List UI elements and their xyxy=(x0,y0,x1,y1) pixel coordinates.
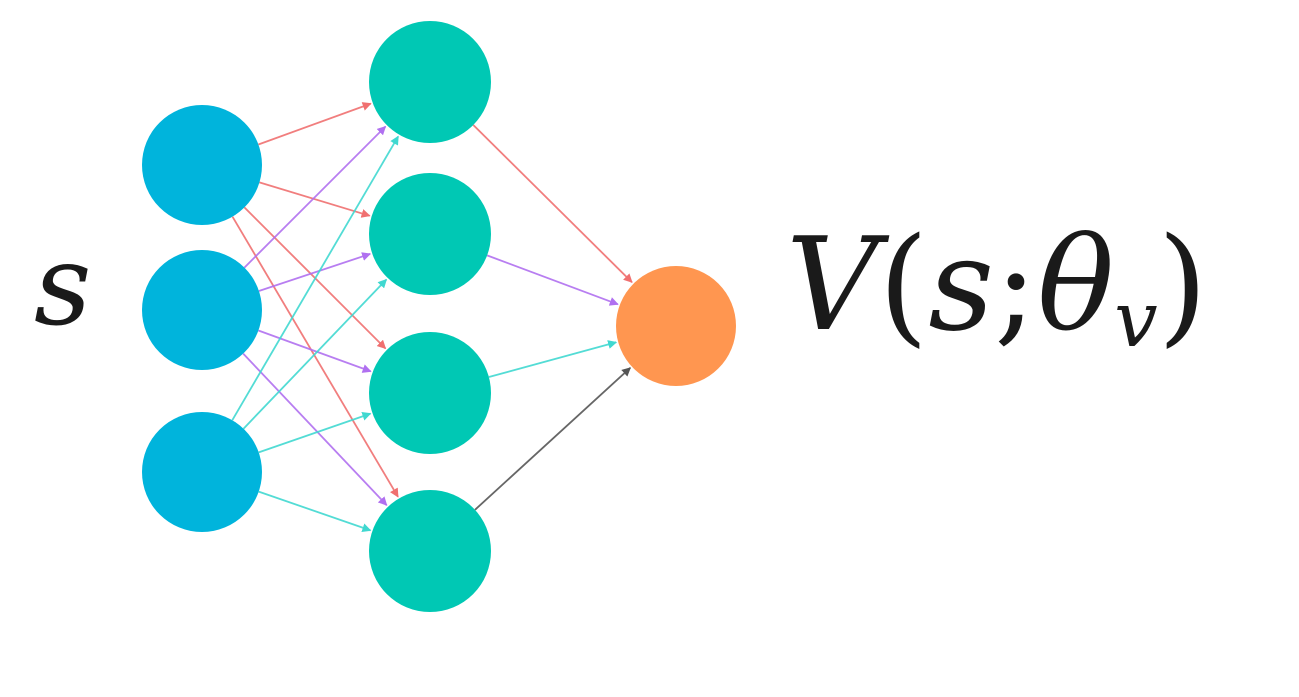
value-function-symbol: V xyxy=(786,211,879,360)
hidden-node-2 xyxy=(369,173,491,295)
edge-input-3-to-hidden-1 xyxy=(231,135,399,421)
hidden-node-4 xyxy=(369,490,491,612)
close-paren: ) xyxy=(1157,211,1208,360)
hidden-node-1 xyxy=(369,21,491,143)
edge-hidden-1-to-output xyxy=(472,124,633,283)
edge-input-2-to-hidden-3 xyxy=(258,329,372,373)
theta-parameter: θ xyxy=(1037,211,1115,360)
open-paren: ( xyxy=(878,211,929,360)
edge-input-2-to-hidden-4 xyxy=(242,352,388,506)
value-function-label: V(s;θv) xyxy=(786,222,1208,359)
state-argument: s xyxy=(928,211,995,360)
output-node xyxy=(616,266,736,386)
edge-input-2-to-hidden-2 xyxy=(258,252,372,292)
argument-separator: ; xyxy=(994,211,1038,360)
input-node-1 xyxy=(142,105,262,225)
input-node-3 xyxy=(142,412,262,532)
edge-input-1-to-hidden-1 xyxy=(258,102,372,146)
edge-input-1-to-hidden-4 xyxy=(231,216,399,498)
edge-input-1-to-hidden-2 xyxy=(259,181,371,218)
edge-input-2-to-hidden-1 xyxy=(243,125,387,269)
input-state-label: s xyxy=(34,221,92,351)
edge-input-3-to-hidden-2 xyxy=(242,278,388,430)
hidden-node-3 xyxy=(369,332,491,454)
input-node-2 xyxy=(142,250,262,370)
theta-subscript: v xyxy=(1114,275,1158,365)
edge-input-3-to-hidden-3 xyxy=(258,412,372,454)
edge-hidden-2-to-output xyxy=(486,254,619,306)
edge-hidden-4-to-output xyxy=(474,367,631,511)
edge-hidden-3-to-output xyxy=(488,340,618,378)
edge-input-3-to-hidden-4 xyxy=(258,490,372,532)
